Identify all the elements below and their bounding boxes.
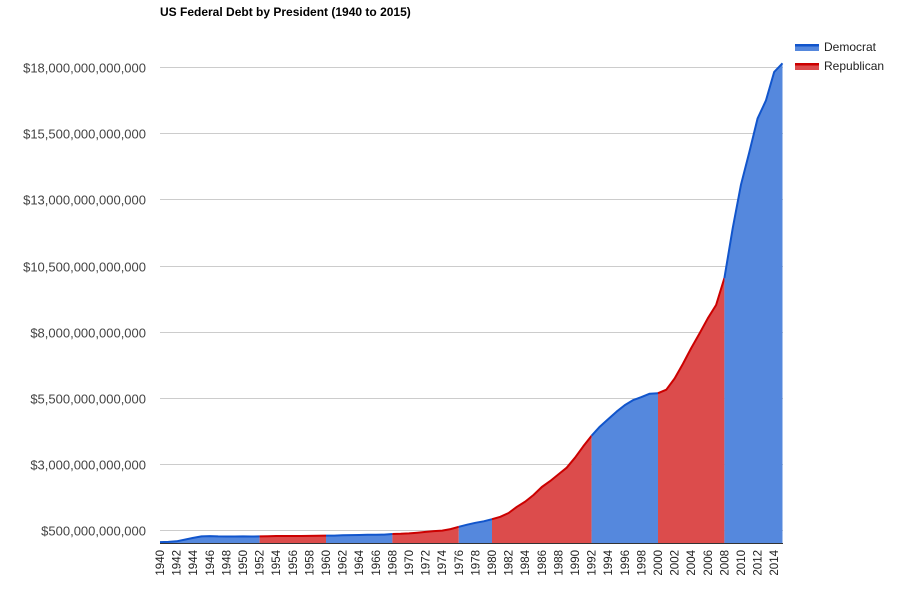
y-tick-label: $13,000,000,000,000 (23, 193, 146, 208)
x-tick-label: 1960 (321, 550, 333, 576)
legend-item-republican[interactable]: Republican (795, 59, 884, 73)
x-tick-label: 2004 (686, 549, 698, 575)
x-tick-label: 2006 (703, 550, 715, 576)
x-tick-label: 1962 (338, 550, 350, 576)
y-tick-label: $5,500,000,000,000 (30, 392, 146, 407)
x-tick-label: 1956 (288, 550, 300, 576)
line-democrat-1960 (326, 533, 393, 537)
x-tick-label: 1976 (454, 550, 466, 576)
line-democrat-1992 (590, 392, 659, 437)
x-tick-label: 2010 (736, 550, 748, 576)
x-tick-label: 2002 (670, 550, 682, 576)
x-tick-label: 1964 (354, 549, 366, 575)
legend-line-republican (795, 63, 819, 66)
x-tick-label: 1998 (636, 550, 648, 576)
legend-label-republican: Republican (824, 59, 884, 73)
x-tick-label: 2008 (719, 550, 731, 576)
area-democrat-1940 (160, 536, 260, 544)
x-tick-label: 2012 (753, 550, 765, 576)
x-tick-label: 1948 (221, 550, 233, 576)
x-tick-label: 1984 (520, 549, 532, 575)
x-tick-label: 1966 (371, 550, 383, 576)
legend-item-democrat[interactable]: Democrat (795, 40, 877, 54)
x-tick-label: 1986 (537, 550, 549, 576)
line-democrat-2008 (723, 62, 784, 279)
chart-title: US Federal Debt by President (1940 to 20… (160, 5, 411, 19)
x-tick-label: 1970 (404, 550, 416, 576)
x-tick-label: 2014 (769, 549, 781, 575)
legend-swatch-democrat (795, 44, 819, 51)
line-republican-2000 (657, 277, 726, 395)
x-tick-label: 1950 (238, 550, 250, 576)
legend-swatch-republican (795, 63, 819, 70)
legend-line-democrat (795, 44, 819, 47)
x-tick-label: 1974 (437, 549, 449, 575)
y-tick-label: $3,000,000,000,000 (30, 458, 146, 473)
y-tick-label: $18,000,000,000,000 (23, 61, 146, 76)
x-tick-label: 1952 (255, 550, 267, 576)
x-tick-label: 1994 (603, 549, 615, 575)
x-tick-label: 1958 (304, 550, 316, 576)
y-tick-label: $500,000,000,000 (41, 524, 146, 539)
legend-label-democrat: Democrat (824, 40, 877, 54)
x-tick-label: 1946 (205, 550, 217, 576)
line-republican-1980 (491, 435, 593, 521)
x-tick-label: 1988 (553, 550, 565, 576)
x-tick-label: 1978 (470, 550, 482, 576)
area-republican-2000 (658, 278, 725, 544)
x-tick-label: 1990 (570, 550, 582, 576)
x-tick-label: 1992 (587, 550, 599, 576)
gridlines (160, 67, 783, 531)
y-tick-label: $8,000,000,000,000 (30, 326, 146, 341)
area-segments (159, 62, 784, 544)
x-tick-label: 1954 (271, 549, 283, 575)
x-tick-label: 1982 (504, 550, 516, 576)
x-tick-label: 1944 (188, 549, 200, 575)
area-republican-1952 (259, 535, 326, 544)
x-tick-label: 1942 (172, 550, 184, 576)
x-tick-label: 1972 (421, 550, 433, 576)
y-tick-label: $10,500,000,000,000 (23, 260, 146, 275)
line-republican-1952 (259, 534, 327, 538)
y-tick-label: $15,500,000,000,000 (23, 127, 146, 142)
area-republican-1980 (492, 435, 592, 544)
line-republican-1968 (392, 525, 460, 535)
x-tick-label: 1996 (620, 550, 632, 576)
x-axis-labels: 1940 1942 1944 1946 1948 1950 1952 1954 1956 1958… (155, 549, 781, 575)
line-democrat-1976 (458, 518, 493, 528)
y-axis-labels: $500,000,000,000 $3,000,000,000,000 $5,500… (23, 61, 146, 539)
x-tick-label: 1980 (487, 550, 499, 576)
x-tick-label: 2000 (653, 550, 665, 576)
area-democrat-1992 (591, 393, 658, 544)
area-democrat-2008 (724, 63, 783, 544)
legend: Democrat Republican (795, 40, 884, 73)
x-tick-label: 1940 (155, 550, 167, 576)
line-democrat-1940 (159, 535, 260, 544)
x-tick-label: 1968 (387, 550, 399, 576)
